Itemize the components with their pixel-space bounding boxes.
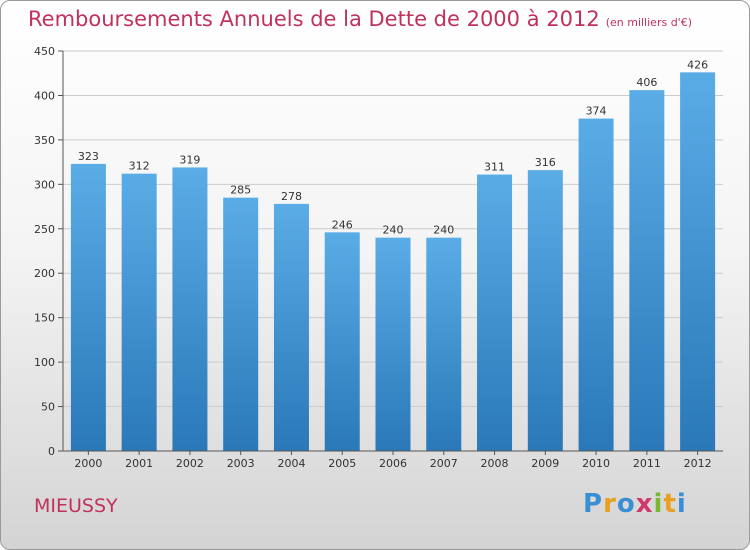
x-tick-label: 2012	[684, 457, 712, 470]
x-tick-label: 2008	[481, 457, 509, 470]
x-tick-label: 2011	[633, 457, 661, 470]
logo-letter: t	[663, 489, 677, 519]
x-tick-label: 2001	[125, 457, 153, 470]
bar	[629, 90, 665, 451]
y-tick-label: 300	[34, 178, 55, 191]
chart-title-text: Remboursements Annuels de la Dette de 20…	[28, 7, 600, 31]
x-tick-label: 2002	[176, 457, 204, 470]
logo-letter: o	[616, 489, 636, 519]
logo-letter: P	[583, 489, 604, 519]
bar	[121, 173, 157, 451]
bar-value-label: 312	[129, 160, 150, 173]
x-tick-label: 2000	[74, 457, 102, 470]
bar	[172, 167, 208, 451]
bar-value-label: 240	[433, 224, 454, 237]
bar-value-label: 426	[687, 58, 708, 71]
bar	[680, 72, 716, 451]
bar	[578, 118, 614, 452]
chart-unit: (en milliers d'€)	[605, 16, 692, 29]
x-tick-label: 2010	[582, 457, 610, 470]
y-tick-label: 200	[34, 267, 55, 280]
bar-value-label: 323	[78, 150, 99, 163]
y-tick-label: 450	[34, 45, 55, 58]
bar	[426, 237, 462, 451]
town-name: MIEUSSY	[34, 495, 118, 517]
axes	[58, 50, 723, 455]
x-tick-label: 2007	[430, 457, 458, 470]
x-tick-label: 2009	[531, 457, 559, 470]
bar	[223, 197, 259, 451]
bars	[70, 72, 716, 452]
bar	[324, 232, 360, 451]
y-tick-label: 150	[34, 312, 55, 325]
bar-value-label: 246	[332, 218, 353, 231]
bar-value-label: 285	[230, 184, 251, 197]
bar	[375, 237, 411, 451]
logo-letter: i	[676, 489, 687, 519]
bar	[477, 174, 513, 452]
proxiti-logo: Proxiti	[583, 489, 687, 519]
x-tick-label: 2006	[379, 457, 407, 470]
x-tick-label: 2004	[277, 457, 305, 470]
x-tick-label: 2003	[227, 457, 255, 470]
bar-value-label: 278	[281, 190, 302, 203]
logo-letter: r	[603, 489, 617, 519]
bar-value-label: 374	[586, 105, 607, 118]
chart-title: Remboursements Annuels de la Dette de 20…	[28, 7, 692, 31]
y-tick-label: 400	[34, 89, 55, 102]
bar	[70, 163, 106, 451]
bar	[527, 170, 563, 451]
bar-value-label: 311	[484, 161, 505, 174]
y-tick-label: 350	[34, 134, 55, 147]
bar-value-label: 319	[179, 153, 200, 166]
y-tick-label: 50	[41, 401, 55, 414]
y-tick-label: 0	[48, 445, 55, 458]
x-tick-label: 2005	[328, 457, 356, 470]
bar-value-label: 316	[535, 156, 556, 169]
bar	[273, 203, 309, 451]
logo-letter: x	[635, 489, 654, 519]
y-tick-label: 250	[34, 223, 55, 236]
bar-value-label: 406	[636, 76, 657, 89]
logo-letter: i	[653, 489, 664, 519]
bar-value-label: 240	[383, 224, 404, 237]
labels: 0 50 100 150 200 250 300 350 400 450 323 2000 312 200…	[34, 45, 712, 470]
y-tick-label: 100	[34, 356, 55, 369]
